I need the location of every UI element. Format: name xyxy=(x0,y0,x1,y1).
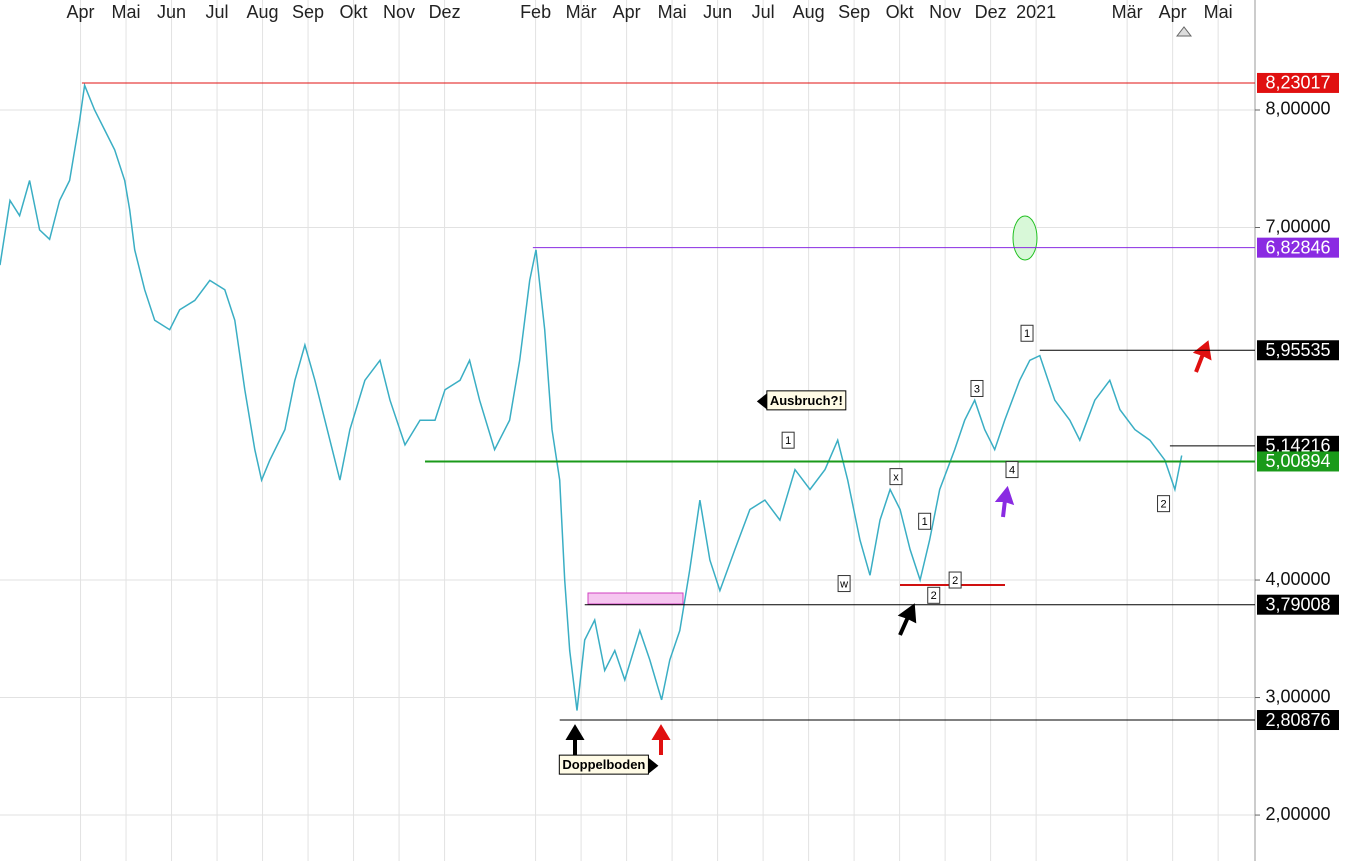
level-label-bg xyxy=(1257,72,1339,93)
x-tick-label: Dez xyxy=(429,2,461,22)
x-tick-label: Apr xyxy=(67,2,95,22)
x-tick-label: Jun xyxy=(157,2,186,22)
marker-label: 3 xyxy=(974,383,980,395)
marker-label: x xyxy=(893,472,899,484)
x-tick-label: 2021 xyxy=(1016,2,1056,22)
x-tick-label: Sep xyxy=(838,2,870,22)
x-tick-label: Apr xyxy=(1159,2,1187,22)
grid xyxy=(0,0,1255,861)
marker-label: 1 xyxy=(1024,328,1030,340)
x-tick-label: Okt xyxy=(340,2,368,22)
x-tick-label: Jul xyxy=(206,2,229,22)
level-label-bg xyxy=(1257,237,1339,258)
x-tick-label: Nov xyxy=(383,2,415,22)
x-tick-label: Nov xyxy=(929,2,961,22)
annotation: Ausbruch?! xyxy=(756,390,847,411)
price-line xyxy=(0,82,1183,711)
x-tick-label: Sep xyxy=(292,2,324,22)
level-label: 2,80876 xyxy=(1265,710,1330,730)
x-tick-label: Mär xyxy=(566,2,597,22)
marker-box xyxy=(970,379,984,397)
y-tick-label: 2,00000 xyxy=(1265,804,1330,824)
y-tick-label: 7,00000 xyxy=(1265,216,1330,236)
marker-box xyxy=(1020,324,1034,342)
x-tick-label: Dez xyxy=(975,2,1007,22)
level-label-bg xyxy=(1257,710,1339,731)
target-ellipse xyxy=(1012,215,1038,261)
arrows xyxy=(565,26,1212,755)
marker-label: 1 xyxy=(785,435,791,447)
marker-box xyxy=(781,431,795,449)
level-label-bg xyxy=(1257,451,1339,472)
marker-label: 4 xyxy=(1009,464,1015,476)
zone xyxy=(587,592,684,605)
marker-box xyxy=(948,571,962,589)
marker-label: w xyxy=(839,578,848,590)
x-tick-label: Aug xyxy=(793,2,825,22)
marker-label: 2 xyxy=(952,575,958,587)
marker-box xyxy=(889,468,903,486)
x-tick-label: Okt xyxy=(886,2,914,22)
marker-box xyxy=(837,575,851,593)
level-label: 6,82846 xyxy=(1265,237,1330,257)
y-tick-label: 4,00000 xyxy=(1265,569,1330,589)
level-label-bg xyxy=(1257,340,1339,361)
annotation-pointer xyxy=(648,757,659,774)
marker-label: 1 xyxy=(922,516,928,528)
level-label: 5,14216 xyxy=(1265,436,1330,456)
marker-label: 2 xyxy=(1160,499,1166,511)
annotation-text: Doppelboden xyxy=(562,757,645,772)
plot xyxy=(0,82,1255,721)
level-label: 3,79008 xyxy=(1265,594,1330,614)
x-tick-label: Apr xyxy=(613,2,641,22)
x-tick-label: Mai xyxy=(1204,2,1233,22)
y-tick-label: 8,00000 xyxy=(1265,99,1330,119)
level-label: 8,23017 xyxy=(1265,73,1330,93)
annotation-pointer xyxy=(756,393,767,410)
marker-box xyxy=(1005,461,1019,479)
x-tick-label: Aug xyxy=(247,2,279,22)
level-label-bg xyxy=(1257,435,1339,456)
x-tick-label: Mär xyxy=(1112,2,1143,22)
annotation: Doppelboden xyxy=(558,754,659,775)
x-tick-label: Jul xyxy=(752,2,775,22)
marker-label: 2 xyxy=(931,590,937,602)
y-tick-label: 3,00000 xyxy=(1265,686,1330,706)
level-label: 5,95535 xyxy=(1265,340,1330,360)
x-tick-label: Jun xyxy=(703,2,732,22)
x-tick-label: Feb xyxy=(520,2,551,22)
marker-box xyxy=(918,512,932,530)
level-label: 5,00894 xyxy=(1265,451,1330,471)
annotation-text: Ausbruch?! xyxy=(770,393,843,408)
marker-box xyxy=(1157,495,1171,513)
level-label-bg xyxy=(1257,594,1339,615)
x-tick-label: Mai xyxy=(658,2,687,22)
x-tick-label: Mai xyxy=(112,2,141,22)
marker-box xyxy=(927,586,941,604)
